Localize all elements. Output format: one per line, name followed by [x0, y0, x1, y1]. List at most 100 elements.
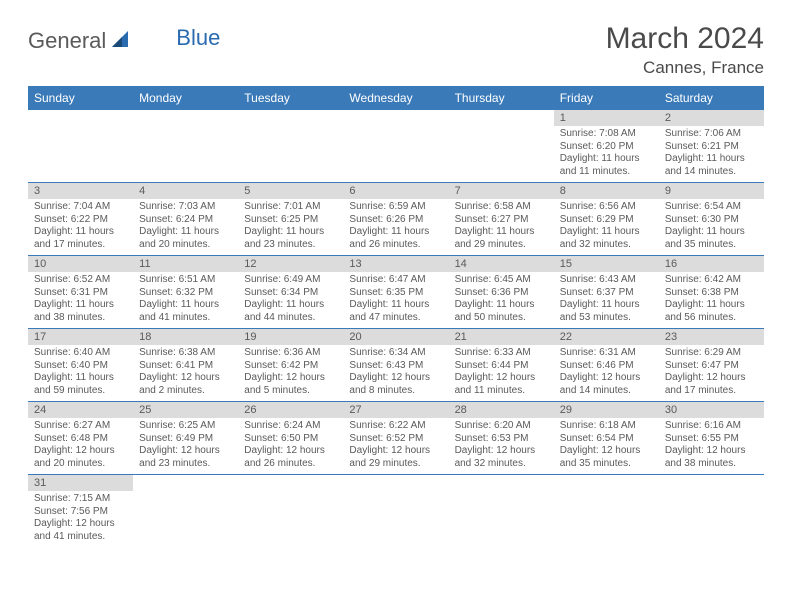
sunset-text: Sunset: 6:34 PM	[244, 287, 337, 300]
day-content: Sunrise: 6:54 AMSunset: 6:30 PMDaylight:…	[659, 199, 764, 255]
day-content: Sunrise: 6:31 AMSunset: 6:46 PMDaylight:…	[554, 345, 659, 401]
day-number: 5	[238, 183, 343, 199]
sunrise-text: Sunrise: 6:33 AM	[455, 347, 548, 360]
day-content: Sunrise: 6:22 AMSunset: 6:52 PMDaylight:…	[343, 418, 448, 474]
day-number: 30	[659, 402, 764, 418]
calendar-day-cell: 8Sunrise: 6:56 AMSunset: 6:29 PMDaylight…	[554, 183, 659, 256]
calendar-day-cell: 3Sunrise: 7:04 AMSunset: 6:22 PMDaylight…	[28, 183, 133, 256]
calendar-day-cell: 15Sunrise: 6:43 AMSunset: 6:37 PMDayligh…	[554, 256, 659, 329]
sunrise-text: Sunrise: 6:27 AM	[34, 420, 127, 433]
day-content: Sunrise: 6:56 AMSunset: 6:29 PMDaylight:…	[554, 199, 659, 255]
sunrise-text: Sunrise: 6:54 AM	[665, 201, 758, 214]
sunrise-text: Sunrise: 7:06 AM	[665, 128, 758, 141]
sunset-text: Sunset: 6:55 PM	[665, 433, 758, 446]
sunrise-text: Sunrise: 7:08 AM	[560, 128, 653, 141]
calendar-day-cell: 28Sunrise: 6:20 AMSunset: 6:53 PMDayligh…	[449, 402, 554, 475]
calendar-day-cell: 29Sunrise: 6:18 AMSunset: 6:54 PMDayligh…	[554, 402, 659, 475]
sunset-text: Sunset: 6:43 PM	[349, 360, 442, 373]
sunset-text: Sunset: 6:35 PM	[349, 287, 442, 300]
daylight-text: Daylight: 11 hours and 29 minutes.	[455, 226, 548, 251]
sunset-text: Sunset: 6:46 PM	[560, 360, 653, 373]
day-content: Sunrise: 6:27 AMSunset: 6:48 PMDaylight:…	[28, 418, 133, 474]
sunrise-text: Sunrise: 6:40 AM	[34, 347, 127, 360]
sunrise-text: Sunrise: 6:52 AM	[34, 274, 127, 287]
daylight-text: Daylight: 12 hours and 41 minutes.	[34, 518, 127, 543]
daylight-text: Daylight: 11 hours and 38 minutes.	[34, 299, 127, 324]
day-content: Sunrise: 6:43 AMSunset: 6:37 PMDaylight:…	[554, 272, 659, 328]
day-header: Tuesday	[238, 86, 343, 110]
sunset-text: Sunset: 6:22 PM	[34, 214, 127, 227]
day-header: Friday	[554, 86, 659, 110]
sunrise-text: Sunrise: 6:24 AM	[244, 420, 337, 433]
sunrise-text: Sunrise: 6:56 AM	[560, 201, 653, 214]
day-content: Sunrise: 6:36 AMSunset: 6:42 PMDaylight:…	[238, 345, 343, 401]
calendar-week-row: 1 Sunrise: 7:08 AMSunset: 6:20 PMDaylight…	[28, 110, 764, 183]
sunset-text: Sunset: 6:26 PM	[349, 214, 442, 227]
day-content: Sunrise: 6:33 AMSunset: 6:44 PMDaylight:…	[449, 345, 554, 401]
calendar-day-cell: 26Sunrise: 6:24 AMSunset: 6:50 PMDayligh…	[238, 402, 343, 475]
sunset-text: Sunset: 6:27 PM	[455, 214, 548, 227]
day-content: Sunrise: 6:58 AMSunset: 6:27 PMDaylight:…	[449, 199, 554, 255]
calendar-day-cell: 22Sunrise: 6:31 AMSunset: 6:46 PMDayligh…	[554, 329, 659, 402]
sunset-text: Sunset: 6:20 PM	[560, 141, 653, 154]
day-number: 11	[133, 256, 238, 272]
day-header: Saturday	[659, 86, 764, 110]
sunrise-text: Sunrise: 6:20 AM	[455, 420, 548, 433]
day-header: Sunday	[28, 86, 133, 110]
day-content: Sunrise: 7:15 AMSunset: 7:56 PMDaylight:…	[28, 491, 133, 547]
logo-text-blue: Blue	[176, 25, 220, 51]
calendar-day-cell: 18Sunrise: 6:38 AMSunset: 6:41 PMDayligh…	[133, 329, 238, 402]
day-number: 24	[28, 402, 133, 418]
day-number: 29	[554, 402, 659, 418]
daylight-text: Daylight: 12 hours and 23 minutes.	[139, 445, 232, 470]
sunrise-text: Sunrise: 6:29 AM	[665, 347, 758, 360]
day-content: Sunrise: 6:16 AMSunset: 6:55 PMDaylight:…	[659, 418, 764, 474]
calendar-day-cell: 13Sunrise: 6:47 AMSunset: 6:35 PMDayligh…	[343, 256, 448, 329]
day-content: Sunrise: 6:49 AMSunset: 6:34 PMDaylight:…	[238, 272, 343, 328]
day-number: 20	[343, 329, 448, 345]
day-number: 14	[449, 256, 554, 272]
sunrise-text: Sunrise: 7:03 AM	[139, 201, 232, 214]
day-number: 18	[133, 329, 238, 345]
day-header: Monday	[133, 86, 238, 110]
logo-sail-icon	[110, 29, 132, 54]
calendar-day-cell: 23Sunrise: 6:29 AMSunset: 6:47 PMDayligh…	[659, 329, 764, 402]
calendar-day-cell: 6Sunrise: 6:59 AMSunset: 6:26 PMDaylight…	[343, 183, 448, 256]
calendar-day-cell	[238, 475, 343, 548]
sunrise-text: Sunrise: 6:16 AM	[665, 420, 758, 433]
sunset-text: Sunset: 6:21 PM	[665, 141, 758, 154]
calendar-day-cell: 14Sunrise: 6:45 AMSunset: 6:36 PMDayligh…	[449, 256, 554, 329]
daylight-text: Daylight: 12 hours and 32 minutes.	[455, 445, 548, 470]
sunset-text: Sunset: 6:32 PM	[139, 287, 232, 300]
day-number: 3	[28, 183, 133, 199]
calendar-week-row: 3Sunrise: 7:04 AMSunset: 6:22 PMDaylight…	[28, 183, 764, 256]
sunset-text: Sunset: 6:29 PM	[560, 214, 653, 227]
day-number: 8	[554, 183, 659, 199]
daylight-text: Daylight: 11 hours and 56 minutes.	[665, 299, 758, 324]
calendar-day-cell	[449, 110, 554, 183]
day-number: 4	[133, 183, 238, 199]
sunrise-text: Sunrise: 6:58 AM	[455, 201, 548, 214]
sunset-text: Sunset: 6:44 PM	[455, 360, 548, 373]
sunset-text: Sunset: 7:56 PM	[34, 506, 127, 519]
daylight-text: Daylight: 11 hours and 11 minutes.	[560, 153, 653, 178]
day-number: 7	[449, 183, 554, 199]
day-content: Sunrise: 7:03 AMSunset: 6:24 PMDaylight:…	[133, 199, 238, 255]
day-number: 31	[28, 475, 133, 491]
day-content: Sunrise: 6:51 AMSunset: 6:32 PMDaylight:…	[133, 272, 238, 328]
day-number: 15	[554, 256, 659, 272]
daylight-text: Daylight: 11 hours and 41 minutes.	[139, 299, 232, 324]
day-number: 12	[238, 256, 343, 272]
sunset-text: Sunset: 6:40 PM	[34, 360, 127, 373]
calendar-day-cell: 17Sunrise: 6:40 AMSunset: 6:40 PMDayligh…	[28, 329, 133, 402]
calendar-day-cell: 9Sunrise: 6:54 AMSunset: 6:30 PMDaylight…	[659, 183, 764, 256]
daylight-text: Daylight: 11 hours and 50 minutes.	[455, 299, 548, 324]
day-content: Sunrise: 6:29 AMSunset: 6:47 PMDaylight:…	[659, 345, 764, 401]
sunrise-text: Sunrise: 6:18 AM	[560, 420, 653, 433]
sunrise-text: Sunrise: 6:42 AM	[665, 274, 758, 287]
day-content: Sunrise: 7:04 AMSunset: 6:22 PMDaylight:…	[28, 199, 133, 255]
day-number: 1	[554, 110, 659, 126]
sunrise-text: Sunrise: 6:45 AM	[455, 274, 548, 287]
sunrise-text: Sunrise: 6:22 AM	[349, 420, 442, 433]
day-number: 28	[449, 402, 554, 418]
